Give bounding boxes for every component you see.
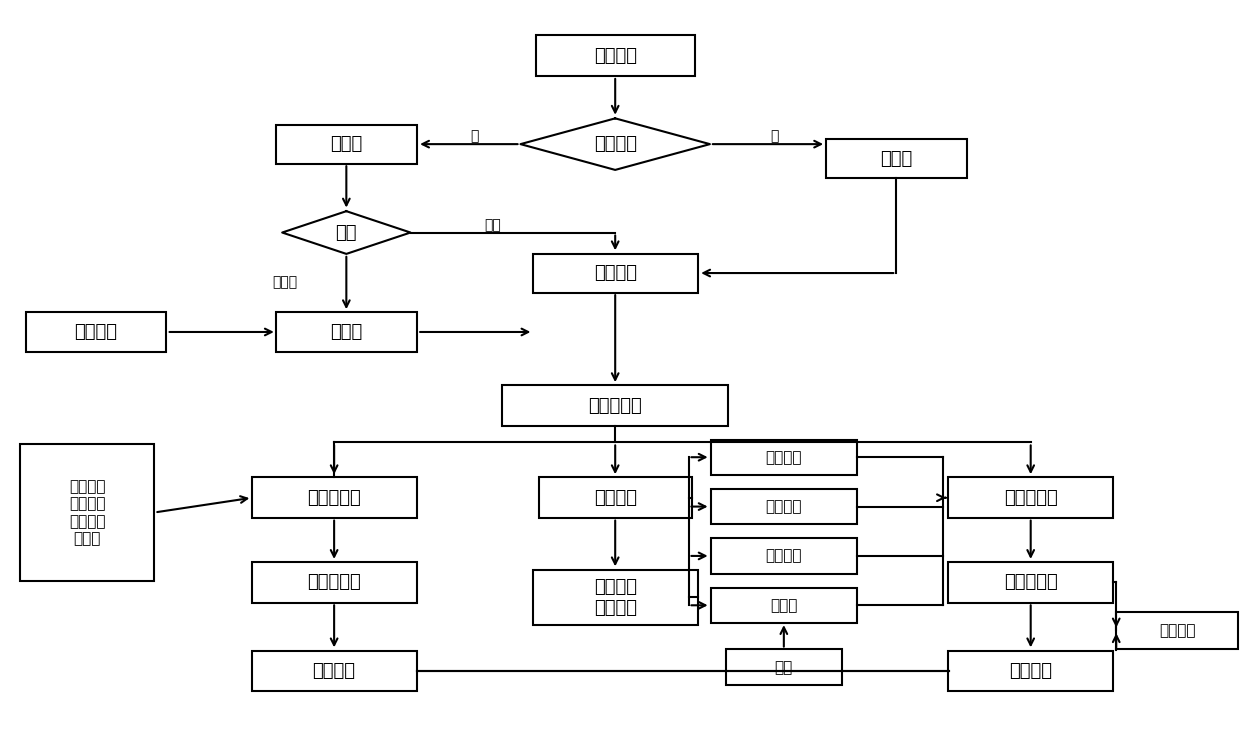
Text: 计算参数: 计算参数	[594, 264, 636, 282]
Text: 满足: 满足	[485, 218, 501, 232]
Bar	[949, 478, 1114, 518]
Text: 设计方案: 设计方案	[594, 47, 636, 65]
Text: 应力场分析: 应力场分析	[1004, 489, 1058, 507]
Polygon shape	[283, 211, 410, 254]
Bar	[539, 478, 692, 518]
Text: 是: 是	[770, 129, 779, 143]
Text: 反演值: 反演值	[330, 323, 362, 341]
Text: 重力: 重力	[775, 659, 792, 675]
Text: 不满足: 不满足	[273, 276, 298, 290]
Bar	[536, 36, 694, 76]
Bar	[725, 650, 842, 685]
Text: 温度荷载: 温度荷载	[312, 662, 356, 680]
Bar	[826, 139, 966, 178]
Polygon shape	[521, 118, 711, 170]
Text: 监测数据: 监测数据	[74, 323, 118, 341]
Text: 应力场结果: 应力场结果	[1004, 574, 1058, 592]
Bar	[949, 562, 1114, 603]
Text: 温度场结果: 温度场结果	[308, 574, 361, 592]
Bar	[502, 385, 728, 426]
Bar	[711, 440, 857, 475]
Text: 有限元模型: 有限元模型	[588, 396, 642, 415]
Text: 初始条件: 初始条件	[765, 450, 802, 465]
Bar	[711, 588, 857, 623]
Bar	[533, 570, 698, 625]
Bar	[711, 489, 857, 524]
Bar	[252, 478, 417, 518]
Text: 开挖平衡: 开挖平衡	[594, 489, 636, 507]
Text: 初始孔压
和地应力: 初始孔压 和地应力	[594, 578, 636, 617]
Text: 时程步骤: 时程步骤	[765, 548, 802, 563]
Bar	[949, 650, 1114, 691]
Bar	[252, 650, 417, 691]
Text: 否: 否	[470, 129, 479, 143]
Text: 经验值: 经验值	[330, 135, 362, 153]
Bar	[277, 312, 417, 352]
Text: 规范标准: 规范标准	[1009, 662, 1053, 680]
Bar	[1116, 612, 1239, 649]
Text: 边界条件: 边界条件	[765, 499, 802, 514]
Text: 参数实验: 参数实验	[594, 135, 636, 153]
Bar	[533, 253, 698, 293]
Bar	[26, 312, 166, 352]
Bar	[252, 562, 417, 603]
Text: 误差: 误差	[336, 224, 357, 241]
Text: 体荷载: 体荷载	[770, 597, 797, 613]
Text: 安全校核: 安全校核	[1159, 623, 1195, 638]
Text: 初始温度
对流边界
时程步骤
水化热: 初始温度 对流边界 时程步骤 水化热	[69, 479, 105, 546]
Bar	[20, 444, 155, 580]
Bar	[277, 124, 417, 164]
Text: 实测值: 实测值	[880, 150, 913, 168]
Bar	[711, 538, 857, 574]
Text: 温度场计算: 温度场计算	[308, 489, 361, 507]
